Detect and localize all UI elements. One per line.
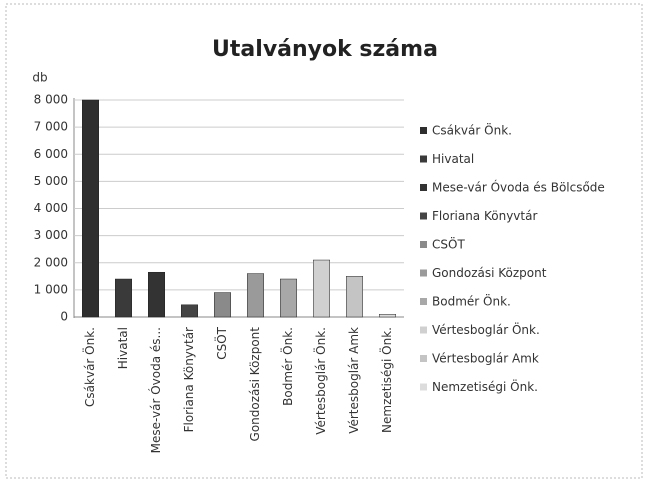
legend-swatch	[420, 355, 427, 362]
bar	[379, 314, 396, 318]
y-tick-label: 5 000	[34, 174, 68, 188]
x-tick-label: CSÖT	[213, 326, 229, 359]
bar	[346, 276, 363, 318]
x-tick-label: Mese-vár Óvoda és...	[148, 327, 163, 453]
bar	[82, 99, 99, 318]
bar	[313, 259, 330, 318]
legend-swatch	[420, 326, 427, 334]
y-tick-label: 1 000	[34, 282, 68, 296]
legend-swatch	[420, 212, 427, 220]
legend-label: Floriana Könyvtár	[432, 209, 537, 223]
legend-swatch	[420, 155, 427, 163]
y-tick-label: 0	[60, 310, 68, 324]
legend-label: Gondozási Központ	[432, 266, 547, 280]
y-tick-label: 6 000	[34, 147, 68, 161]
legend-label: Vértesboglár Amk	[432, 352, 539, 366]
x-tick-label: Bodmér Önk.	[279, 327, 295, 406]
legend-swatch	[420, 383, 427, 391]
x-tick-label: Nemzetiségi Önk.	[378, 327, 394, 433]
legend-swatch	[420, 184, 427, 191]
bar	[214, 292, 231, 318]
legend-label: Mese-vár Óvoda és Bölcsőde	[432, 180, 605, 195]
x-tick-label: Floriana Könyvtár	[182, 327, 196, 432]
legend-label: Csákvár Önk.	[432, 122, 512, 138]
legend-swatch	[420, 298, 427, 305]
legend-label: Hivatal	[432, 152, 474, 166]
x-tick-label: Gondozási Központ	[248, 327, 262, 442]
legend-swatch	[420, 127, 427, 134]
y-tick-label: 8 000	[34, 93, 68, 107]
legend-swatch	[420, 269, 427, 277]
bar	[280, 278, 297, 318]
legend-label: Bodmér Önk.	[432, 293, 511, 309]
y-tick-label: 7 000	[34, 120, 68, 134]
x-tick-label: Vértesboglár Amk	[347, 327, 361, 434]
bar	[181, 304, 198, 318]
x-tick-label: Csákvár Önk.	[81, 327, 97, 407]
y-tick-label: 4 000	[34, 201, 68, 215]
bar	[148, 271, 165, 318]
y-tick-label: 3 000	[34, 228, 68, 242]
x-tick-label: Vértesboglár Önk.	[312, 327, 328, 435]
legend-label: Vértesboglár Önk.	[432, 321, 540, 337]
y-axis-label: db	[32, 71, 47, 85]
x-tick-label: Hivatal	[116, 327, 130, 369]
legend-swatch	[420, 241, 427, 248]
y-tick-label: 2 000	[34, 255, 68, 269]
chart-title: Utalványok száma	[212, 37, 438, 62]
bar	[247, 273, 264, 318]
bar	[115, 278, 132, 318]
legend-label: CSÖT	[432, 236, 465, 252]
legend-label: Nemzetiségi Önk.	[432, 378, 538, 394]
chart-border	[5, 3, 643, 479]
